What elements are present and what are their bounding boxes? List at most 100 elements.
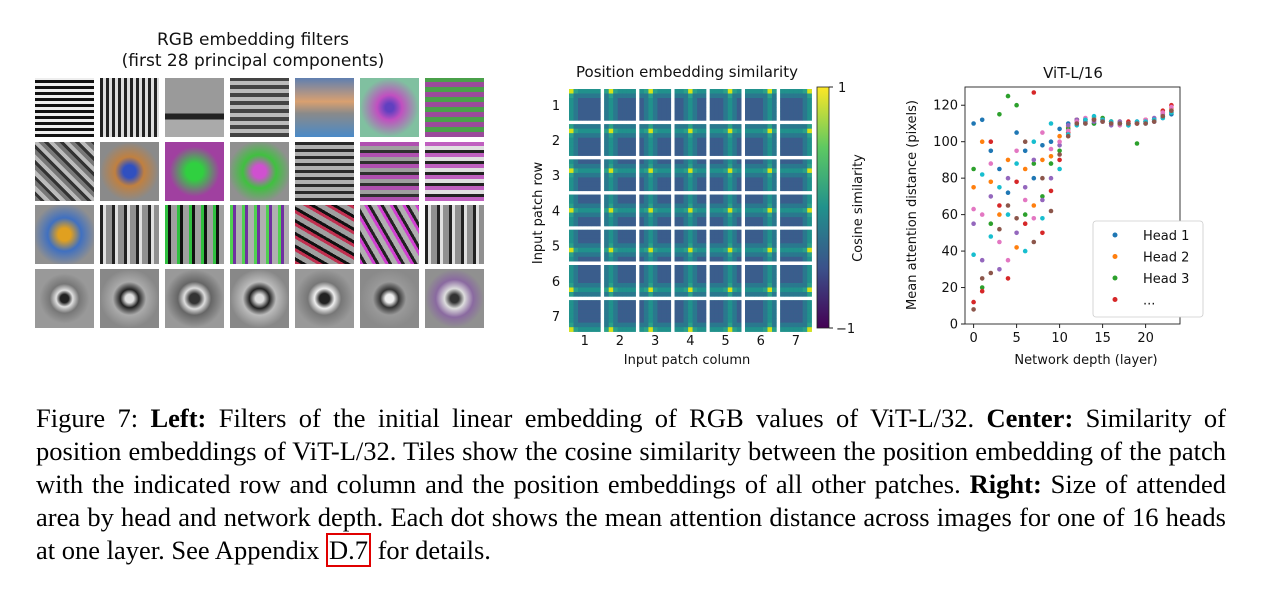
- col-label: 4: [686, 334, 694, 349]
- data-point: [1065, 128, 1071, 134]
- legend-marker: [1112, 232, 1118, 238]
- similarity-tile: [709, 124, 742, 156]
- similarity-tile: [604, 265, 636, 297]
- x-tick-label: 0: [969, 331, 977, 346]
- data-point: [1022, 221, 1028, 226]
- data-point: [1057, 143, 1062, 148]
- data-point: [979, 285, 985, 290]
- data-point: [1057, 157, 1062, 163]
- similarity-tile: [709, 300, 742, 332]
- col-label: 5: [721, 334, 729, 349]
- data-point: [1040, 175, 1045, 181]
- similarity-tile: [780, 265, 812, 297]
- figure-caption: Figure 7: Left: Filters of the initial l…: [36, 402, 1226, 567]
- data-point: [1014, 130, 1019, 135]
- filter-tile: [230, 142, 289, 201]
- similarity-tile: [639, 159, 672, 192]
- data-point: [997, 185, 1002, 190]
- caption-right-label: Right:: [969, 469, 1042, 499]
- data-point: [1048, 208, 1054, 214]
- data-point: [1126, 121, 1131, 126]
- filter-tile: [425, 269, 484, 328]
- chart-xlabel: Network depth (layer): [1014, 353, 1157, 368]
- data-point: [1040, 194, 1045, 199]
- similarity-tile: [569, 89, 601, 121]
- data-point: [1040, 230, 1045, 236]
- similarity-tile: [674, 265, 707, 297]
- legend-label: ...: [1143, 294, 1155, 309]
- filter-tile: [100, 269, 159, 328]
- data-point: [979, 212, 985, 217]
- data-point: [997, 212, 1002, 217]
- data-point: [1031, 203, 1037, 208]
- filters-title: RGB embedding filters (first 28 principa…: [40, 30, 466, 72]
- filter-tile: [425, 142, 484, 201]
- data-point: [1100, 119, 1105, 124]
- data-point: [1014, 161, 1019, 166]
- data-point: [997, 239, 1002, 245]
- similarity-tile: [639, 300, 672, 332]
- data-point: [1160, 110, 1166, 115]
- filter-tile: [230, 78, 289, 137]
- col-label: 7: [792, 334, 800, 349]
- data-point: [1040, 143, 1045, 148]
- similarity-tile: [604, 194, 636, 227]
- legend-box: [1092, 220, 1204, 318]
- data-point: [1065, 123, 1071, 128]
- similarity-tile: [604, 124, 636, 156]
- filter-tile: [360, 78, 419, 137]
- similarity-tile: [569, 159, 601, 192]
- data-point: [1022, 148, 1028, 154]
- similarity-tile: [674, 300, 707, 332]
- data-point: [997, 267, 1002, 272]
- data-point: [1057, 148, 1062, 154]
- caption-left-label: Left:: [150, 403, 207, 433]
- data-point: [1022, 197, 1028, 203]
- similarity-tile: [709, 229, 742, 262]
- similarity-tile: [569, 300, 601, 332]
- filter-tile: [425, 78, 484, 137]
- appendix-link[interactable]: D.7: [325, 533, 371, 567]
- data-point: [1005, 257, 1011, 263]
- filter-tile: [165, 78, 224, 137]
- caption-text-4: Size of attended area by head and networ…: [36, 469, 1226, 565]
- data-point: [1031, 157, 1037, 163]
- row-label: 6: [552, 275, 560, 290]
- center-xlabel: Input patch column: [624, 353, 750, 368]
- similarity-tile: [569, 229, 601, 262]
- filter-tile: [360, 205, 419, 264]
- colorbar-min-label: −1: [836, 322, 855, 337]
- data-point: [1048, 121, 1054, 126]
- data-point: [988, 270, 994, 276]
- data-point: [988, 234, 994, 239]
- colorbar-max-label: 1: [838, 81, 846, 96]
- data-point: [1074, 121, 1080, 126]
- similarity-tile: [780, 300, 812, 332]
- data-point: [997, 112, 1002, 117]
- similarity-tile: [604, 300, 636, 332]
- legend-label: Head 2: [1143, 251, 1189, 266]
- similarity-tile: [639, 124, 672, 156]
- chart-ylabel: Mean attention distance (pixels): [905, 100, 920, 310]
- plot-frame: [964, 86, 1181, 325]
- data-point: [1014, 179, 1019, 185]
- data-point: [979, 276, 985, 281]
- similarity-tile: [639, 265, 672, 297]
- col-label: 6: [757, 334, 765, 349]
- col-label: 2: [616, 334, 624, 349]
- data-point: [1091, 113, 1097, 119]
- data-point: [971, 307, 976, 312]
- data-point: [1014, 245, 1019, 250]
- legend-label: Head 3: [1143, 272, 1189, 287]
- data-point: [1048, 154, 1054, 159]
- data-point: [1057, 139, 1062, 144]
- data-point: [1057, 126, 1062, 132]
- similarity-tile: [604, 229, 636, 262]
- data-point: [1022, 185, 1028, 190]
- data-point: [1040, 130, 1045, 135]
- data-point: [1083, 117, 1088, 123]
- chart-legend: Head 1 Head 2 Head 3...: [1092, 220, 1204, 318]
- data-point: [971, 121, 976, 126]
- data-point: [1143, 121, 1148, 126]
- similarity-tile: [604, 89, 636, 121]
